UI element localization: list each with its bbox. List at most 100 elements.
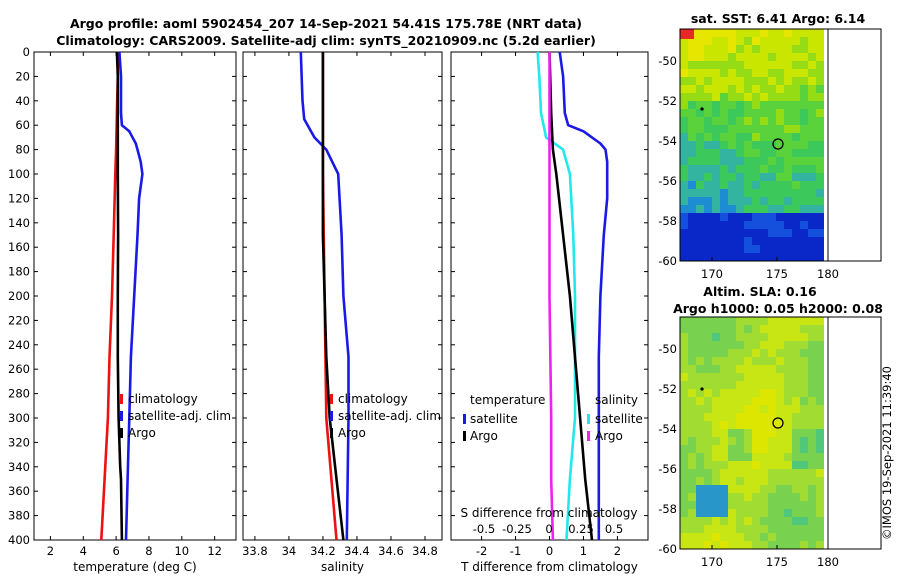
map-pixel bbox=[760, 37, 768, 45]
map-pixel bbox=[744, 349, 752, 357]
map-pixel bbox=[768, 421, 776, 429]
map-pixel bbox=[800, 485, 808, 493]
map-pixel bbox=[712, 85, 720, 93]
map-pixel bbox=[784, 421, 792, 429]
map-pixel bbox=[808, 405, 816, 413]
series-line-argo-s bbox=[548, 52, 555, 541]
map-pixel bbox=[704, 173, 712, 181]
map-pixel bbox=[808, 493, 816, 501]
secondary-tick-label: -0.5 bbox=[473, 522, 495, 536]
map-pixel bbox=[680, 253, 688, 261]
map-pixel bbox=[792, 197, 800, 205]
map-pixel bbox=[704, 373, 712, 381]
map-pixel bbox=[808, 325, 816, 333]
map-pixel bbox=[704, 349, 712, 357]
map-pixel bbox=[776, 213, 784, 221]
map-pixel bbox=[736, 389, 744, 397]
map-pixel bbox=[696, 437, 704, 445]
map-pixel bbox=[744, 333, 752, 341]
map-pixel bbox=[704, 517, 712, 525]
map-pixel bbox=[800, 469, 808, 477]
map-pixel bbox=[688, 509, 696, 517]
map-pixel bbox=[816, 61, 824, 69]
title-line-2: Climatology: CARS2009. Satellite-adj cli… bbox=[56, 33, 596, 49]
map-pixel bbox=[728, 101, 736, 109]
map-pixel bbox=[792, 77, 800, 85]
map-pixel bbox=[680, 477, 688, 485]
map-pixel bbox=[792, 213, 800, 221]
map-pixel bbox=[704, 37, 712, 45]
map-pixel bbox=[760, 221, 768, 229]
map-pixel bbox=[784, 477, 792, 485]
map-pixel bbox=[800, 53, 808, 61]
map-pixel bbox=[744, 461, 752, 469]
map-pixel bbox=[736, 365, 744, 373]
map-pixel bbox=[768, 173, 776, 181]
map-pixel bbox=[752, 213, 760, 221]
map-pixel bbox=[808, 77, 816, 85]
map-pixel bbox=[776, 389, 784, 397]
map-pixel bbox=[808, 445, 816, 453]
map-pixel bbox=[720, 133, 728, 141]
map-pixel bbox=[800, 349, 808, 357]
map-pixel bbox=[808, 197, 816, 205]
depth-tick-label: 20 bbox=[15, 69, 30, 83]
map-pixel bbox=[792, 469, 800, 477]
legend-swatch bbox=[330, 411, 333, 421]
map-pixel bbox=[800, 245, 808, 253]
map-pixel bbox=[688, 357, 696, 365]
map-pixel bbox=[808, 181, 816, 189]
map-pixel bbox=[784, 213, 792, 221]
map-pixel bbox=[728, 357, 736, 365]
map-pixel bbox=[776, 221, 784, 229]
map-pixel bbox=[800, 341, 808, 349]
map-pixel bbox=[688, 245, 696, 253]
legend-swatch bbox=[120, 411, 123, 421]
map-pixel bbox=[696, 101, 704, 109]
secondary-axis-label: S difference from climatology bbox=[461, 506, 638, 520]
map-pixel bbox=[808, 69, 816, 77]
map-pixel bbox=[760, 453, 768, 461]
series-line-s-satellite bbox=[536, 51, 577, 541]
map-pixel bbox=[784, 509, 792, 517]
map-pixel bbox=[768, 445, 776, 453]
x-tick-label: 12 bbox=[207, 544, 222, 558]
lat-tick-label: -60 bbox=[658, 542, 677, 556]
map-pixel bbox=[784, 149, 792, 157]
map-pixel bbox=[744, 29, 752, 37]
map-pixel bbox=[752, 517, 760, 525]
map-pixel bbox=[696, 29, 704, 37]
legend-label: Argo bbox=[338, 426, 366, 440]
map-pixel bbox=[720, 477, 728, 485]
map-pixel bbox=[704, 221, 712, 229]
map-pixel bbox=[712, 125, 720, 133]
map-pixel bbox=[712, 445, 720, 453]
map-pixel bbox=[760, 157, 768, 165]
map-pixel bbox=[696, 541, 704, 549]
map-pixel bbox=[816, 389, 824, 397]
map-pixel bbox=[776, 445, 784, 453]
map-pixel bbox=[808, 541, 816, 549]
legend-label: satellite-adj. clim bbox=[128, 409, 231, 423]
map-pixel bbox=[680, 373, 688, 381]
map-pixel bbox=[768, 141, 776, 149]
map-pixel bbox=[784, 429, 792, 437]
map-pixel bbox=[816, 229, 824, 237]
map-pixel bbox=[736, 333, 744, 341]
map-pixel bbox=[712, 149, 720, 157]
map-pixel bbox=[808, 349, 816, 357]
map-pixel bbox=[752, 477, 760, 485]
map-pixel bbox=[728, 229, 736, 237]
map-pixel bbox=[688, 77, 696, 85]
map-pixel bbox=[784, 117, 792, 125]
map-pixel bbox=[816, 253, 824, 261]
map-pixel bbox=[792, 325, 800, 333]
map-pixel bbox=[752, 525, 760, 533]
map-pixel bbox=[712, 253, 720, 261]
map-pixel bbox=[816, 77, 824, 85]
map-pixel bbox=[768, 453, 776, 461]
map-pixel bbox=[776, 45, 784, 53]
map-pixel bbox=[720, 445, 728, 453]
map-pixel bbox=[792, 37, 800, 45]
map-pixel bbox=[752, 445, 760, 453]
